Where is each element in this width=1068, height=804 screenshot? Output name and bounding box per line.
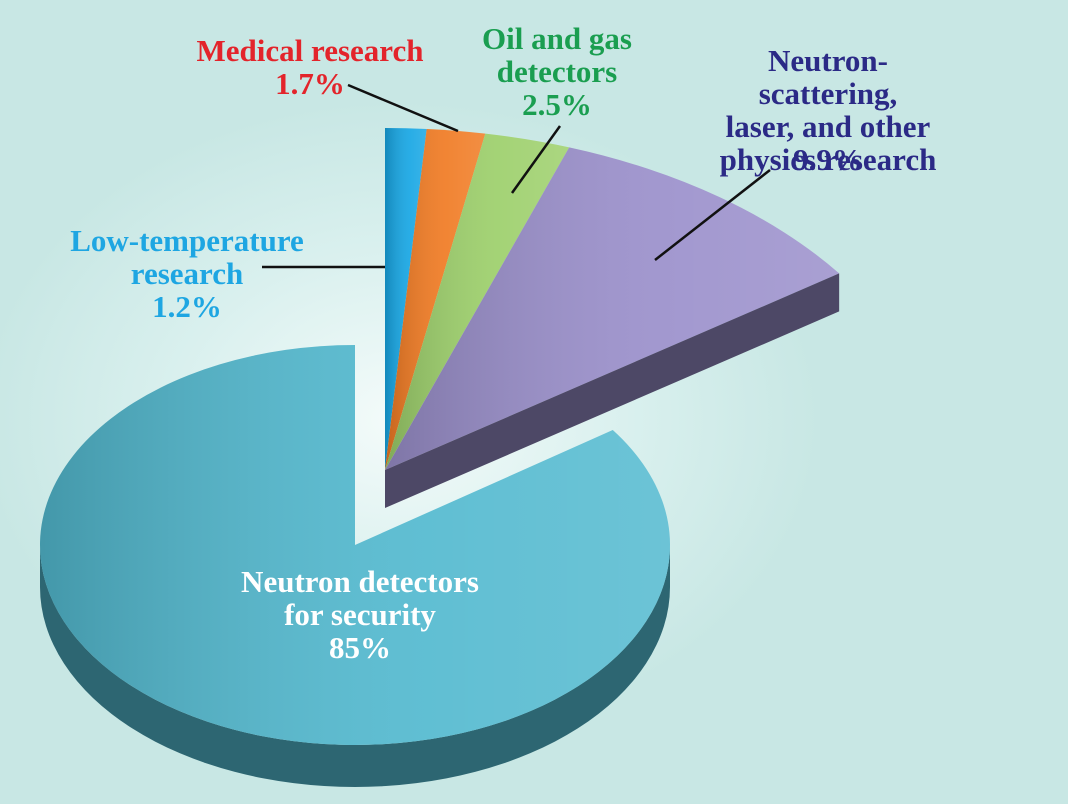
pie-slice-shine [385, 128, 427, 470]
slice-value-label: 2.5% [522, 87, 592, 122]
slice-label: Low-temperature research [70, 223, 304, 291]
slice-value-label: 9.9% [793, 142, 863, 177]
slice-label: Neutron-scattering, laser, and other phy… [719, 43, 937, 177]
pie-slice-face [385, 273, 840, 508]
slice-label: Oil and gas detectors [482, 21, 632, 89]
pie-slice-shine [385, 147, 840, 470]
pie-slice-side [40, 545, 670, 787]
pie-slice-shine [385, 133, 570, 470]
slice-label: Neutron detectors for security [241, 564, 479, 632]
leader-line [510, 125, 562, 194]
slice-value-label: 1.7% [275, 66, 345, 101]
slice-label: Medical research [196, 33, 424, 68]
leader-line [347, 83, 459, 133]
pie-slice-shine [40, 345, 671, 745]
pie-slice-shine [385, 128, 486, 470]
slice-value-label: 1.2% [152, 289, 222, 324]
slice-value-label: 85% [329, 630, 391, 665]
leader-line [654, 169, 771, 261]
